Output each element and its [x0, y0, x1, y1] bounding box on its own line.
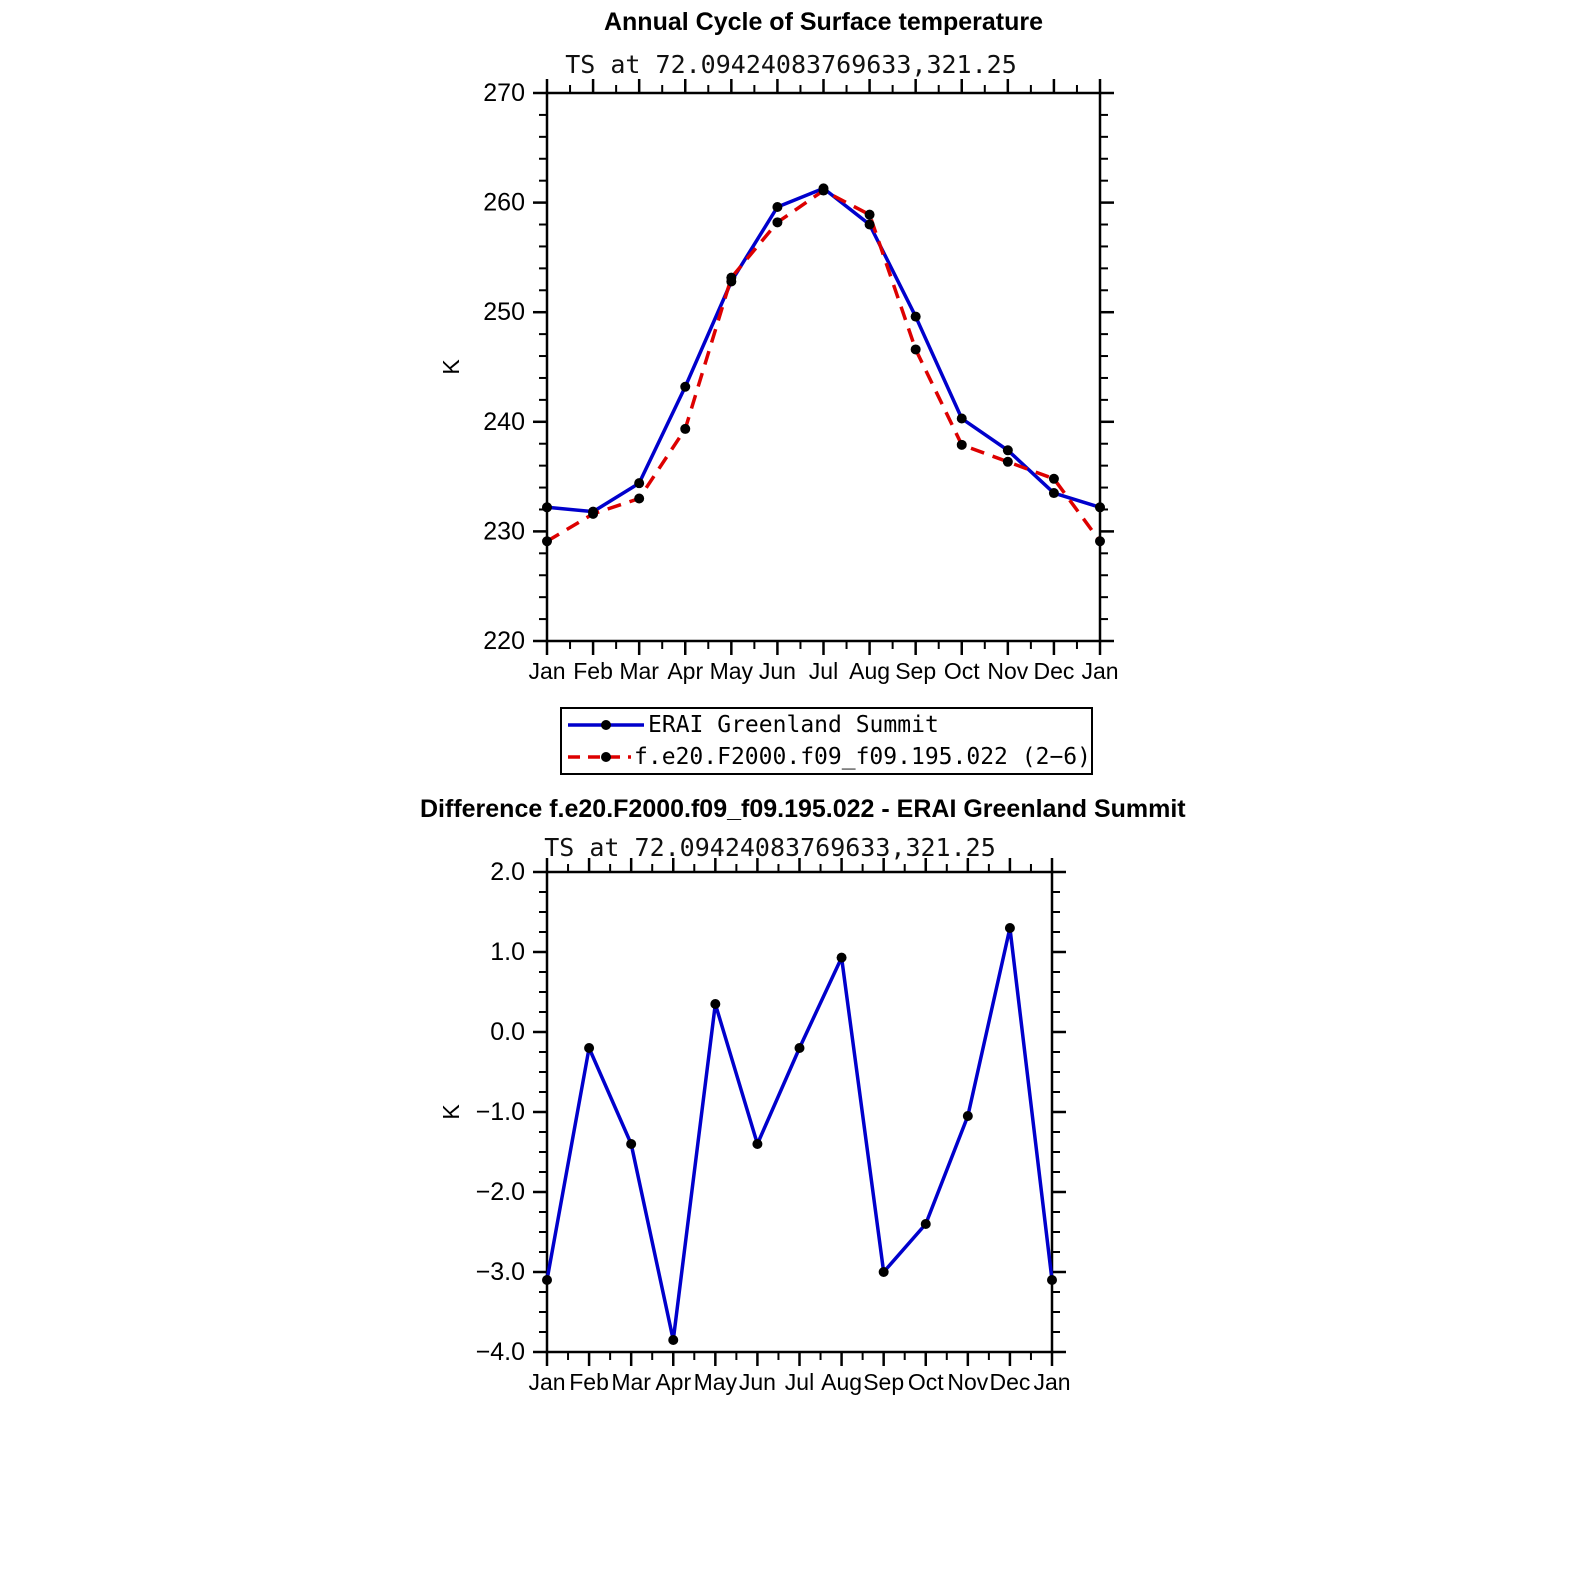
data-point-marker [680, 423, 691, 434]
data-point-marker [626, 1139, 637, 1149]
x-tick-label: Jun [759, 658, 796, 684]
difference-chart-title: Difference f.e20.F2000.f09_f09.195.022 -… [420, 795, 1186, 823]
y-tick-label: −1.0 [476, 1098, 525, 1126]
x-tick-label: Jun [739, 1369, 776, 1395]
y-tick-label: −2.0 [476, 1178, 525, 1206]
x-tick-label: Jan [1081, 658, 1118, 684]
y-tick-label: 240 [483, 408, 525, 436]
x-tick-label: Aug [821, 1369, 862, 1395]
data-point-marker [794, 1043, 805, 1053]
data-point-marker [588, 508, 599, 519]
data-point-marker [1095, 502, 1105, 513]
data-point-marker [772, 217, 783, 228]
data-point-marker [542, 502, 552, 513]
data-point-marker [634, 478, 645, 489]
data-point-marker [910, 344, 921, 355]
x-tick-label: Apr [667, 658, 703, 684]
data-point-marker [878, 1267, 889, 1277]
y-tick-label: 1.0 [490, 938, 525, 966]
y-tick-label: 220 [483, 627, 525, 655]
legend-entry-model: f.e20.F2000.f09_f09.195.022 (2−6) [567, 742, 1091, 772]
y-axis-label: K [438, 359, 464, 375]
y-tick-label: 260 [483, 189, 525, 217]
legend-marker-dot [601, 751, 611, 762]
x-tick-label: Nov [987, 658, 1028, 684]
top-chart-subtitle: TS at 72.09424083769633,321.25 [565, 50, 1017, 79]
x-tick-label: Jul [785, 1369, 814, 1395]
legend-label-erai: ERAI Greenland Summit [648, 712, 939, 739]
y-tick-label: 250 [483, 298, 525, 326]
legend-line-sample-solid [568, 720, 644, 731]
data-point-marker [752, 1139, 763, 1149]
y-tick-label: 270 [483, 79, 525, 107]
data-point-marker [864, 209, 875, 220]
data-point-marker [956, 439, 967, 450]
data-point-marker [668, 1335, 679, 1345]
y-tick-label: −3.0 [476, 1258, 525, 1286]
data-point-marker [542, 1275, 552, 1285]
x-tick-label: Dec [1033, 658, 1074, 684]
data-point-marker [1002, 456, 1013, 467]
x-tick-label: Jan [528, 1369, 565, 1395]
x-tick-label: Dec [989, 1369, 1030, 1395]
series-line-difference-model-erai- [545, 926, 1054, 1342]
data-point-marker [542, 536, 552, 547]
data-point-marker [1095, 536, 1105, 547]
x-tick-label: Oct [944, 658, 980, 684]
data-point-marker [956, 413, 967, 424]
legend-marker-dot [601, 720, 611, 731]
data-point-marker [772, 201, 783, 212]
data-point-marker [584, 1043, 595, 1053]
data-point-marker [634, 493, 645, 504]
x-tick-label: Mar [619, 658, 659, 684]
data-point-marker [726, 272, 737, 283]
data-point-marker [680, 381, 691, 392]
data-point-marker [1048, 473, 1059, 484]
data-point-marker [920, 1219, 931, 1229]
annual-cycle-plot-frame [545, 91, 1102, 643]
data-point-marker [1048, 488, 1059, 499]
data-point-marker [836, 952, 847, 963]
x-tick-label: May [710, 658, 754, 684]
x-tick-label: Sep [895, 658, 936, 684]
x-tick-label: Aug [849, 658, 890, 684]
data-point-marker [962, 1111, 973, 1121]
data-point-marker [710, 999, 721, 1009]
data-point-marker [864, 219, 875, 230]
data-point-marker [1047, 1275, 1057, 1285]
x-tick-label: Apr [655, 1369, 691, 1395]
top-chart-title: Annual Cycle of Surface temperature [603, 8, 1043, 36]
x-tick-label: Feb [573, 658, 613, 684]
y-tick-label: 230 [483, 517, 525, 545]
x-tick-label: Feb [569, 1369, 609, 1395]
x-tick-label: Mar [611, 1369, 651, 1395]
x-tick-label: Nov [947, 1369, 988, 1395]
y-tick-label: 0.0 [490, 1018, 525, 1046]
x-tick-label: Jul [809, 658, 838, 684]
legend-label-model: f.e20.F2000.f09_f09.195.022 (2−6) [634, 743, 1091, 770]
difference-plot-frame [545, 870, 1054, 1354]
legend-entry-erai: ERAI Greenland Summit [567, 710, 1091, 740]
x-tick-label: Jan [1033, 1369, 1070, 1395]
data-point-marker [910, 311, 921, 322]
legend-box: ERAI Greenland Summit f.e20.F2000.f09_f0… [560, 707, 1093, 775]
data-point-marker [1002, 445, 1013, 456]
difference-chart-subtitle: TS at 72.09424083769633,321.25 [544, 833, 996, 862]
series-line-erai-greenland-summit [546, 186, 1101, 514]
y-axis-label: K [438, 1104, 464, 1120]
data-point-marker [818, 185, 829, 196]
y-tick-label: −4.0 [476, 1338, 525, 1366]
x-tick-label: Jan [528, 658, 565, 684]
legend-line-sample-dashed [568, 751, 632, 762]
x-tick-label: Oct [908, 1369, 944, 1395]
data-point-marker [1004, 923, 1015, 933]
y-tick-label: 2.0 [490, 858, 525, 886]
x-tick-label: Sep [863, 1369, 904, 1395]
x-tick-label: May [694, 1369, 738, 1395]
